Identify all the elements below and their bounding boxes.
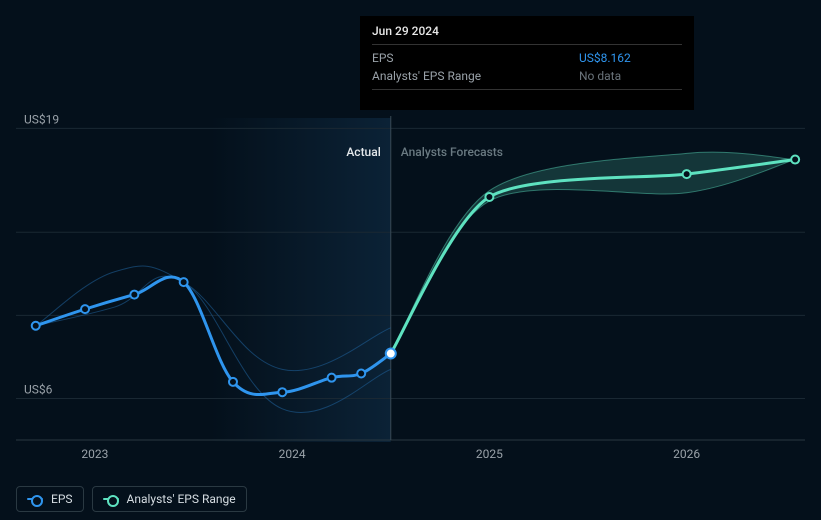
tooltip-value: US$8.162 — [559, 49, 682, 67]
tooltip-row: Analysts' EPS RangeNo data — [372, 67, 682, 85]
eps-chart: US$19 US$6 2023 2024 2025 2026 Actual Analysts … — [0, 0, 821, 520]
tooltip-row: EPSUS$8.162 — [372, 49, 682, 67]
tooltip-date: Jun 29 2024 — [372, 24, 682, 38]
x-axis-label: 2023 — [81, 447, 108, 461]
eps-point[interactable] — [130, 291, 138, 299]
legend-swatch-icon — [103, 495, 119, 503]
eps-point[interactable] — [278, 388, 286, 396]
x-axis-label: 2025 — [476, 447, 503, 461]
x-axis-label: 2026 — [673, 447, 700, 461]
eps-point[interactable] — [180, 278, 188, 286]
tooltip-key: EPS — [372, 49, 559, 67]
tooltip-value: No data — [559, 67, 682, 85]
legend-label: EPS — [51, 492, 73, 506]
eps-point[interactable] — [32, 322, 40, 330]
eps-forecast-point[interactable] — [485, 193, 493, 201]
chart-tooltip: Jun 29 2024 EPSUS$8.162Analysts' EPS Ran… — [360, 16, 694, 110]
y-axis-label: US$6 — [24, 382, 53, 396]
chart-legend: EPS Analysts' EPS Range — [16, 486, 247, 512]
legend-swatch-icon — [27, 495, 43, 503]
legend-label: Analysts' EPS Range — [127, 492, 236, 506]
eps-point[interactable] — [229, 378, 237, 386]
eps-forecast-point[interactable] — [683, 170, 691, 178]
legend-item[interactable]: Analysts' EPS Range — [92, 486, 247, 512]
eps-forecast-point[interactable] — [791, 156, 799, 164]
x-axis-label: 2024 — [279, 447, 306, 461]
forecast-zone-label: Analysts Forecasts — [401, 145, 503, 159]
eps-point[interactable] — [81, 305, 89, 313]
eps-point[interactable] — [357, 370, 365, 378]
actual-zone-label: Actual — [346, 145, 380, 159]
eps-point[interactable] — [328, 374, 336, 382]
tooltip-key: Analysts' EPS Range — [372, 67, 559, 85]
y-axis-label: US$19 — [24, 112, 59, 126]
hover-point — [386, 349, 396, 359]
legend-item[interactable]: EPS — [16, 486, 84, 512]
